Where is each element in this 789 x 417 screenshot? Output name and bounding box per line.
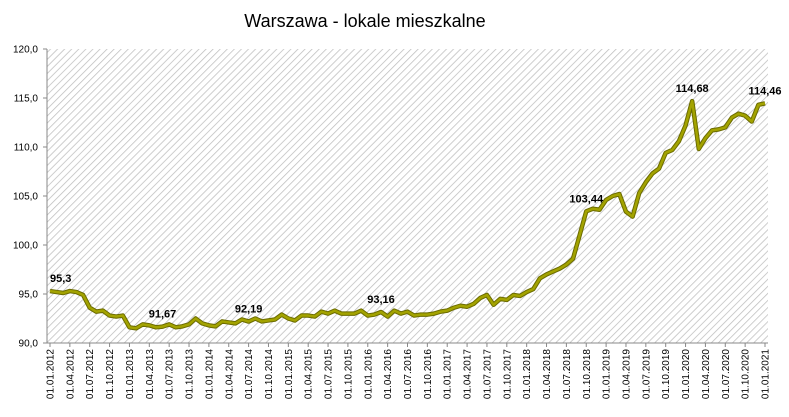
x-tick-label: 01.07.2016 [403, 349, 414, 399]
data-label: 95,3 [50, 273, 71, 285]
x-tick-label: 01.04.2018 [542, 349, 553, 399]
x-tick-label: 01.01.2019 [602, 349, 613, 399]
x-tick-label: 01.01.2020 [681, 349, 692, 399]
y-tick-label: 100,0 [13, 241, 38, 252]
data-label: 92,19 [235, 304, 263, 316]
x-tick-label: 01.04.2019 [621, 349, 632, 399]
x-tick-label: 01.01.2015 [284, 349, 295, 399]
y-tick-label: 95,0 [19, 290, 39, 301]
y-tick-label: 115,0 [14, 94, 39, 105]
x-tick-label: 01.10.2015 [343, 349, 354, 399]
x-tick-label: 01.04.2015 [304, 349, 315, 399]
x-tick-label: 01.10.2018 [582, 349, 593, 399]
x-tick-label: 01.10.2012 [105, 349, 116, 399]
x-tick-label: 01.04.2013 [145, 349, 156, 399]
y-tick-label: 90,0 [19, 339, 39, 350]
data-label: 91,67 [149, 309, 177, 321]
data-label: 103,44 [569, 193, 604, 205]
x-tick-label: 01.07.2015 [324, 349, 335, 399]
data-label: 114,68 [676, 83, 709, 95]
x-tick-label: 01.01.2018 [522, 349, 533, 399]
x-tick-label: 01.01.2021 [761, 349, 772, 399]
x-tick-label: 01.01.2016 [363, 349, 374, 399]
x-tick-label: 01.01.2012 [46, 349, 57, 399]
x-tick-label: 01.04.2020 [701, 349, 712, 399]
x-tick-label: 01.04.2012 [65, 349, 76, 399]
x-tick-label: 01.07.2012 [85, 349, 96, 399]
data-label: 93,16 [367, 294, 395, 306]
x-tick-label: 01.10.2016 [423, 349, 434, 399]
x-tick-label: 01.07.2020 [721, 349, 732, 399]
x-tick-label: 01.10.2019 [661, 349, 672, 399]
y-tick-label: 120,0 [13, 45, 38, 56]
data-label: 114,46 [748, 85, 781, 97]
x-tick-label: 01.07.2019 [641, 349, 652, 399]
chart-title: Warszawa - lokale mieszkalne [244, 11, 485, 31]
y-tick-label: 105,0 [13, 192, 38, 203]
x-tick-label: 01.01.2014 [204, 349, 215, 399]
x-tick-label: 01.07.2017 [482, 349, 493, 399]
x-tick-label: 01.10.2013 [185, 349, 196, 399]
x-tick-label: 01.10.2014 [264, 349, 275, 399]
line [49, 99, 766, 330]
y-tick-label: 110,0 [14, 143, 39, 154]
x-tick-label: 01.07.2013 [165, 349, 176, 399]
x-tick-label: 01.04.2016 [383, 349, 394, 399]
x-tick-label: 01.07.2014 [244, 349, 255, 399]
x-tick-label: 01.04.2014 [224, 349, 235, 399]
x-tick-label: 01.01.2017 [443, 349, 454, 399]
x-tick-label: 01.01.2013 [125, 349, 136, 399]
x-tick-label: 01.07.2018 [562, 349, 573, 399]
plot-area [47, 49, 768, 343]
x-tick-label: 01.10.2017 [502, 349, 513, 399]
x-tick-label: 01.04.2017 [463, 349, 474, 399]
x-tick-label: 01.10.2020 [741, 349, 752, 399]
